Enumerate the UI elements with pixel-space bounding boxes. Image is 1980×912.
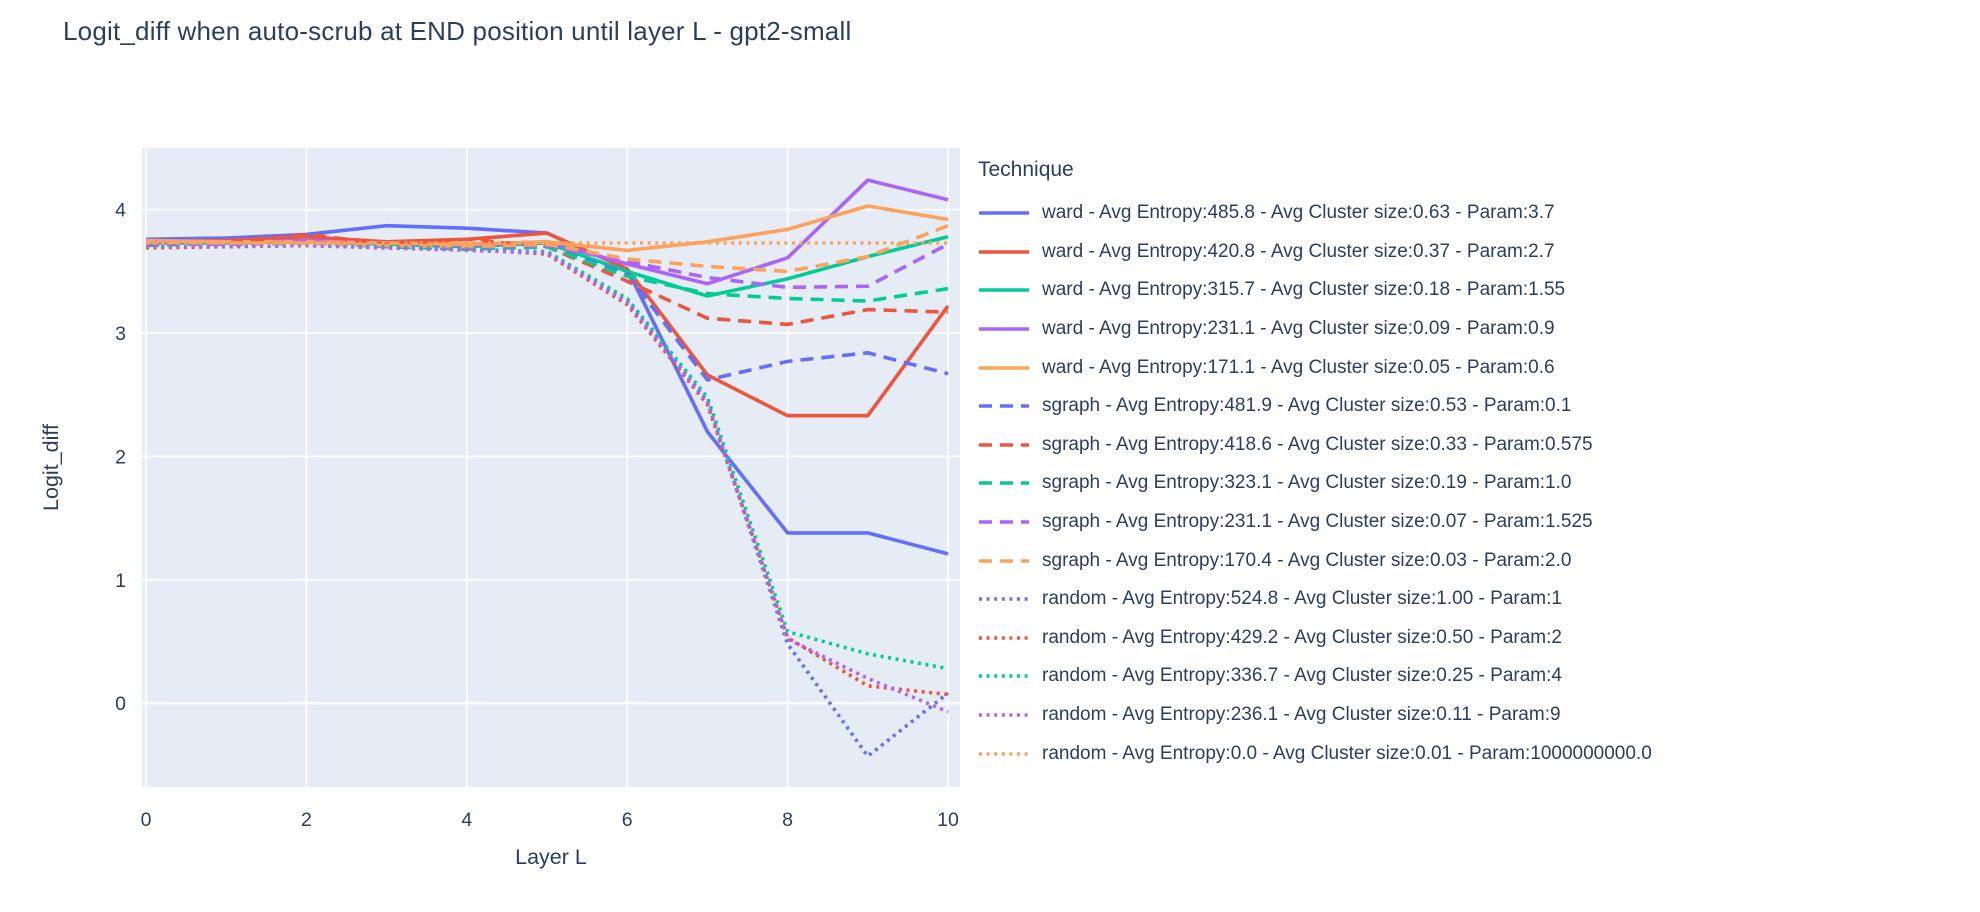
x-tick-label: 2 [301, 809, 312, 831]
legend-label: ward - Avg Entropy:420.8 - Avg Cluster s… [1042, 240, 1555, 262]
x-tick-label: 10 [937, 809, 959, 831]
legend-line-sample-dash [979, 404, 1029, 409]
legend-line-sample-solid [979, 327, 1029, 331]
legend-title: Technique [978, 158, 1074, 181]
y-tick-label: 3 [115, 323, 126, 345]
legend-item-14[interactable]: random - Avg Entropy:0.0 - Avg Cluster s… [978, 734, 1958, 773]
legend-item-13[interactable]: random - Avg Entropy:236.1 - Avg Cluster… [978, 696, 1958, 735]
legend-label: random - Avg Entropy:236.1 - Avg Cluster… [1042, 704, 1561, 726]
legend-line-sample-dash [979, 481, 1029, 486]
legend-item-3[interactable]: ward - Avg Entropy:231.1 - Avg Cluster s… [978, 310, 1958, 349]
y-tick-label: 1 [115, 570, 126, 592]
legend-item-7[interactable]: sgraph - Avg Entropy:323.1 - Avg Cluster… [978, 464, 1958, 503]
x-tick-label: 0 [141, 809, 152, 831]
legend-line-sample-dash [979, 558, 1029, 563]
legend-line-sample-solid [979, 288, 1029, 293]
legend-item-0[interactable]: ward - Avg Entropy:485.8 - Avg Cluster s… [978, 194, 1958, 233]
legend-line-sample-dot [979, 597, 1029, 602]
legend-item-10[interactable]: random - Avg Entropy:524.8 - Avg Cluster… [978, 580, 1958, 619]
x-tick-label: 8 [782, 809, 793, 831]
legend: Technique ward - Avg Entropy:485.8 - Avg… [978, 158, 1958, 773]
legend-line-sample-dash [979, 443, 1029, 447]
legend-label: ward - Avg Entropy:171.1 - Avg Cluster s… [1042, 356, 1555, 378]
x-axis-title: Layer L [515, 845, 587, 869]
legend-item-11[interactable]: random - Avg Entropy:429.2 - Avg Cluster… [978, 619, 1958, 658]
legend-item-6[interactable]: sgraph - Avg Entropy:418.6 - Avg Cluster… [978, 426, 1958, 465]
legend-line-sample-solid [979, 211, 1029, 216]
legend-line-sample-dot [979, 674, 1029, 679]
y-tick-label: 4 [115, 200, 126, 222]
legend-label: sgraph - Avg Entropy:170.4 - Avg Cluster… [1042, 549, 1572, 571]
legend-label: sgraph - Avg Entropy:323.1 - Avg Cluster… [1042, 472, 1572, 494]
legend-label: random - Avg Entropy:429.2 - Avg Cluster… [1042, 626, 1562, 648]
legend-label: sgraph - Avg Entropy:481.9 - Avg Cluster… [1042, 395, 1572, 417]
y-tick-label: 2 [115, 446, 126, 468]
y-axis-title: Logit_diff [39, 424, 63, 511]
legend-item-8[interactable]: sgraph - Avg Entropy:231.1 - Avg Cluster… [978, 503, 1958, 542]
x-tick-label: 4 [461, 809, 472, 831]
legend-line-sample-dash [979, 520, 1029, 524]
legend-line-sample-solid [979, 250, 1029, 254]
legend-label: sgraph - Avg Entropy:231.1 - Avg Cluster… [1042, 511, 1593, 533]
legend-item-12[interactable]: random - Avg Entropy:336.7 - Avg Cluster… [978, 657, 1958, 696]
legend-items: ward - Avg Entropy:485.8 - Avg Cluster s… [978, 194, 1958, 773]
x-tick-label: 6 [622, 809, 633, 831]
legend-label: sgraph - Avg Entropy:418.6 - Avg Cluster… [1042, 433, 1593, 455]
legend-label: ward - Avg Entropy:315.7 - Avg Cluster s… [1042, 279, 1566, 301]
series-line-9[interactable] [145, 224, 949, 274]
legend-label: random - Avg Entropy:0.0 - Avg Cluster s… [1042, 742, 1652, 764]
legend-label: ward - Avg Entropy:485.8 - Avg Cluster s… [1042, 202, 1555, 224]
legend-line-sample-solid [979, 365, 1029, 370]
legend-line-sample-dot [979, 636, 1029, 640]
legend-item-5[interactable]: sgraph - Avg Entropy:481.9 - Avg Cluster… [978, 387, 1958, 426]
legend-item-4[interactable]: ward - Avg Entropy:171.1 - Avg Cluster s… [978, 348, 1958, 387]
legend-label: random - Avg Entropy:524.8 - Avg Cluster… [1042, 588, 1562, 610]
legend-line-sample-dot [979, 713, 1029, 717]
legend-item-9[interactable]: sgraph - Avg Entropy:170.4 - Avg Cluster… [978, 541, 1958, 580]
chart-title: Logit_diff when auto-scrub at END positi… [63, 16, 852, 46]
legend-line-sample-dot [979, 751, 1029, 756]
legend-label: random - Avg Entropy:336.7 - Avg Cluster… [1042, 665, 1562, 687]
legend-item-2[interactable]: ward - Avg Entropy:315.7 - Avg Cluster s… [978, 271, 1958, 310]
y-tick-label: 0 [115, 693, 126, 715]
legend-label: ward - Avg Entropy:231.1 - Avg Cluster s… [1042, 318, 1555, 340]
legend-item-1[interactable]: ward - Avg Entropy:420.8 - Avg Cluster s… [978, 233, 1958, 272]
